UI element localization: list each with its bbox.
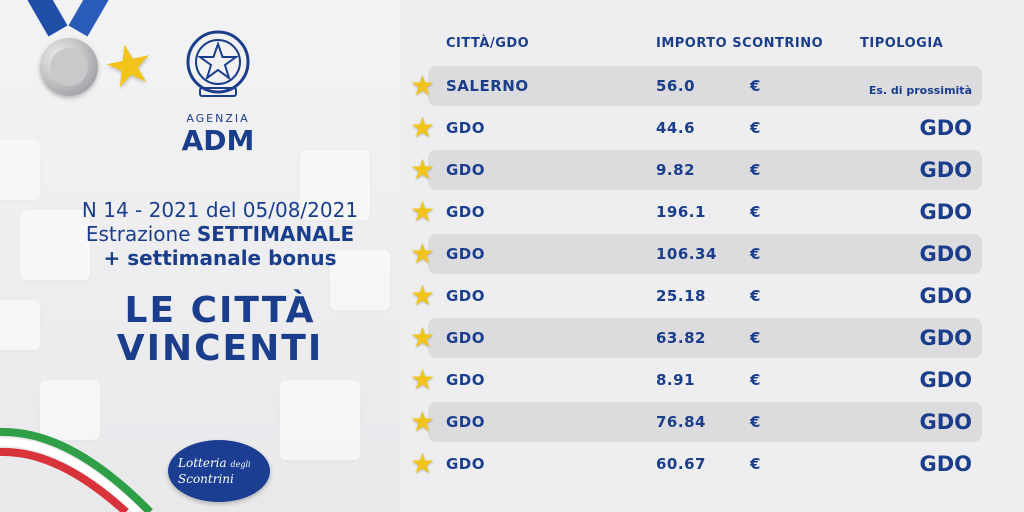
table-row bbox=[428, 234, 982, 274]
lottery-logo-text: Scontrini bbox=[178, 472, 234, 486]
row-amount: 76.84 bbox=[656, 413, 706, 431]
lottery-logo-text: Lotteria bbox=[178, 456, 227, 470]
row-type: GDO bbox=[919, 368, 972, 392]
row-city: GDO bbox=[446, 287, 486, 305]
page-title-line2: VINCENTI bbox=[116, 328, 324, 369]
row-amount: 25.18 bbox=[656, 287, 706, 305]
table-row bbox=[428, 318, 982, 358]
medal-ribbon bbox=[26, 0, 68, 37]
row-currency: € bbox=[750, 119, 761, 137]
page-title-line1: LE CITTÀ bbox=[124, 290, 316, 331]
row-currency: € bbox=[750, 371, 761, 389]
row-currency: € bbox=[750, 77, 761, 95]
gold-star-icon: ★ bbox=[410, 447, 436, 480]
draw-bonus: + settimanale bonus bbox=[103, 246, 337, 270]
table-row bbox=[428, 66, 982, 106]
agency-subtitle: AGENZIA bbox=[186, 112, 250, 125]
row-amount: 106.34 bbox=[656, 245, 717, 263]
row-city: GDO bbox=[446, 245, 486, 263]
background-square bbox=[0, 300, 40, 350]
row-type: GDO bbox=[919, 200, 972, 224]
gold-star-icon: ★ bbox=[410, 405, 436, 438]
italian-republic-emblem-icon bbox=[186, 30, 250, 97]
gold-star-icon: ★ bbox=[410, 279, 436, 312]
row-city: GDO bbox=[446, 203, 486, 221]
italian-flag-ribbon bbox=[0, 427, 153, 512]
row-city: GDO bbox=[446, 455, 486, 473]
row-city: GDO bbox=[446, 371, 486, 389]
row-type: GDO bbox=[919, 242, 972, 266]
lottery-logo: Lotteria degli Scontrini bbox=[168, 440, 270, 502]
row-city: GDO bbox=[446, 161, 486, 179]
row-city: SALERNO bbox=[446, 77, 529, 95]
gold-star-icon: ★ bbox=[410, 237, 436, 270]
row-currency: € bbox=[750, 245, 761, 263]
gold-star-icon: ★ bbox=[410, 69, 436, 102]
background-square bbox=[330, 250, 390, 310]
background-square bbox=[20, 210, 90, 280]
left-panel: ★ AGENZIA ADM N 14 - 2021 del 05/08/2021… bbox=[0, 0, 400, 512]
header-city: CITTÀ/GDO bbox=[446, 36, 530, 51]
row-type: GDO bbox=[919, 326, 972, 350]
background-square bbox=[280, 380, 360, 460]
row-type: GDO bbox=[919, 158, 972, 182]
row-currency: € bbox=[750, 413, 761, 431]
row-currency: € bbox=[750, 287, 761, 305]
gold-star-icon: ★ bbox=[410, 111, 436, 144]
draw-number: N 14 - 2021 del 05/08/2021 bbox=[81, 198, 359, 222]
row-currency: € bbox=[750, 455, 761, 473]
lottery-logo-text: degli bbox=[230, 460, 251, 469]
gold-star-icon: ★ bbox=[410, 363, 436, 396]
row-amount: 60.67 bbox=[656, 455, 706, 473]
row-city: GDO bbox=[446, 119, 486, 137]
background-square bbox=[40, 380, 100, 440]
row-city: GDO bbox=[446, 413, 486, 431]
row-amount: 44.6 bbox=[656, 119, 696, 137]
row-amount: 63.82 bbox=[656, 329, 706, 347]
table-row bbox=[428, 360, 982, 400]
row-type: Es. di prossimità bbox=[868, 84, 972, 97]
row-type: GDO bbox=[919, 452, 972, 476]
gold-star-icon: ★ bbox=[410, 153, 436, 186]
gold-star-icon: ★ bbox=[97, 29, 161, 104]
row-currency: € bbox=[750, 161, 761, 179]
row-amount: 8.91 bbox=[656, 371, 696, 389]
row-amount: 9.82 bbox=[656, 161, 696, 179]
row-amount: 196.1 bbox=[656, 203, 706, 221]
row-currency: € bbox=[750, 329, 761, 347]
agency-logo-text: ADM bbox=[181, 124, 255, 157]
draw-type: Estrazione SETTIMANALE bbox=[85, 222, 355, 246]
silver-medal-icon bbox=[40, 38, 98, 96]
medal-ribbon bbox=[68, 0, 110, 37]
table-row bbox=[428, 108, 982, 148]
row-city: GDO bbox=[446, 329, 486, 347]
header-amount: IMPORTO SCONTRINO bbox=[656, 36, 824, 51]
row-type: GDO bbox=[919, 410, 972, 434]
header-type: TIPOLOGIA bbox=[860, 36, 944, 51]
background-square bbox=[0, 140, 40, 200]
gold-star-icon: ★ bbox=[410, 321, 436, 354]
table-row bbox=[428, 402, 982, 442]
row-amount: 56.0 bbox=[656, 77, 696, 95]
background-square bbox=[300, 150, 370, 220]
row-currency: € bbox=[750, 203, 761, 221]
gold-star-icon: ★ bbox=[410, 195, 436, 228]
row-type: GDO bbox=[919, 284, 972, 308]
table-row bbox=[428, 150, 982, 190]
row-type: GDO bbox=[919, 116, 972, 140]
